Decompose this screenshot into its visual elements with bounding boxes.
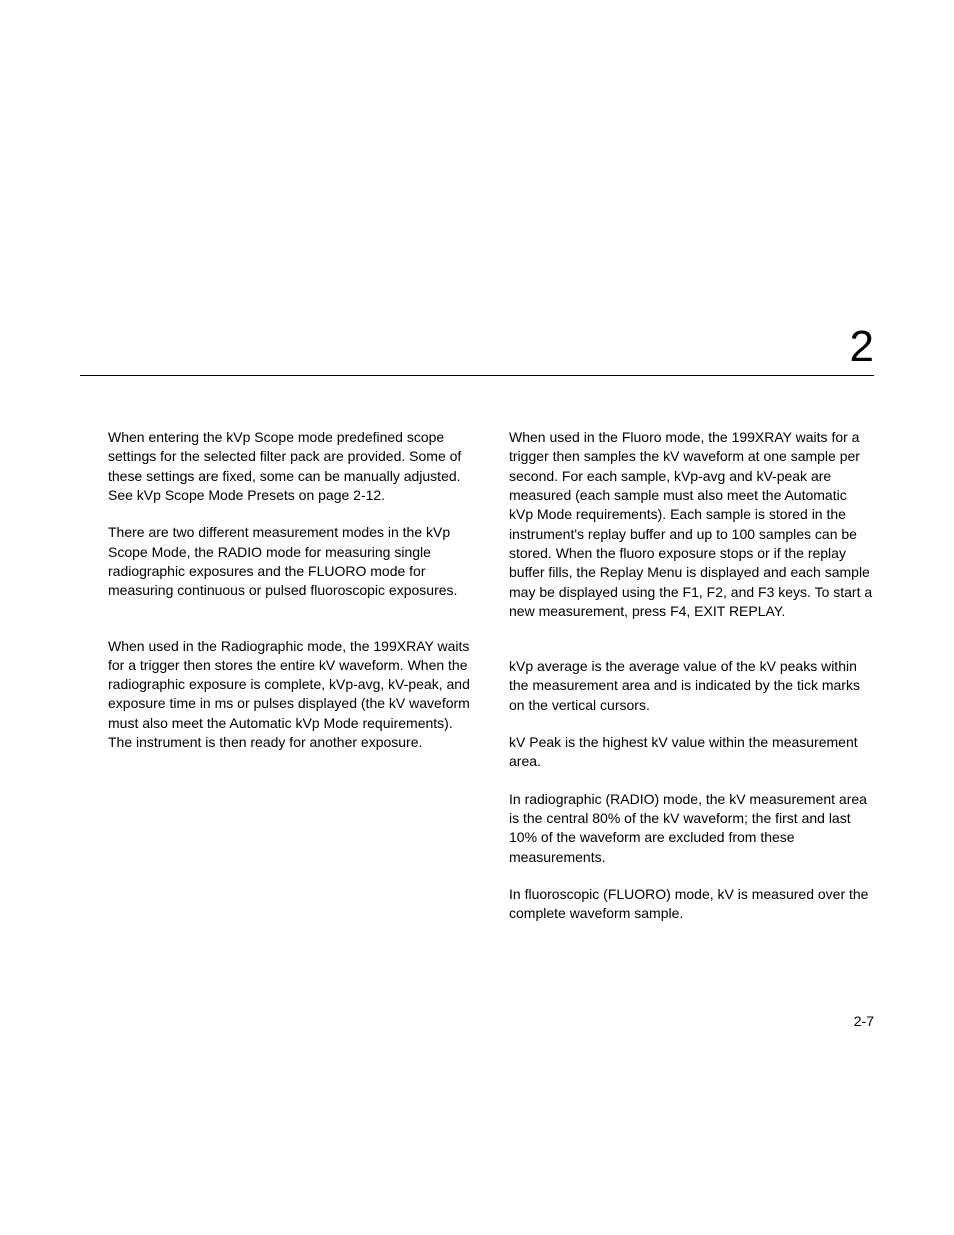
page-content: 2 When entering the kVp Scope mode prede…: [80, 330, 874, 942]
page-number: 2-7: [854, 1013, 874, 1029]
body-paragraph: kV Peak is the highest kV value within t…: [509, 733, 874, 772]
chapter-header: 2: [80, 330, 874, 376]
left-column: When entering the kVp Scope mode predefi…: [108, 428, 473, 942]
body-paragraph: kVp average is the average value of the …: [509, 657, 874, 715]
right-column: When used in the Fluoro mode, the 199XRA…: [509, 428, 874, 942]
body-paragraph: In radiographic (RADIO) mode, the kV mea…: [509, 790, 874, 867]
content-columns: When entering the kVp Scope mode predefi…: [80, 428, 874, 942]
body-paragraph: There are two different measurement mode…: [108, 523, 473, 600]
body-paragraph: When used in the Fluoro mode, the 199XRA…: [509, 428, 874, 621]
chapter-number: 2: [850, 322, 874, 372]
body-paragraph: When entering the kVp Scope mode predefi…: [108, 428, 473, 505]
body-paragraph: When used in the Radiographic mode, the …: [108, 637, 473, 753]
body-paragraph: In fluoroscopic (FLUORO) mode, kV is mea…: [509, 885, 874, 924]
